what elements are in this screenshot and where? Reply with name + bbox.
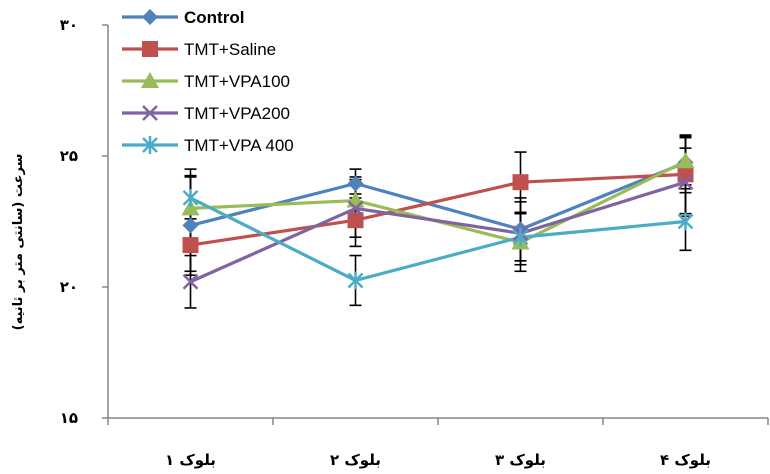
x-tick-label: بلوک ۱ bbox=[165, 451, 216, 469]
y-axis-label: سرعت (سانتی متر بر ثانیه) bbox=[11, 154, 26, 331]
y-tick-label: ۳۰ bbox=[60, 16, 78, 34]
y-tick-label: ۲۰ bbox=[60, 278, 78, 296]
axes bbox=[102, 24, 769, 425]
data-point bbox=[347, 175, 364, 192]
legend-item: TMT+VPA 400 bbox=[122, 136, 294, 155]
series-line-tmt-vpa200 bbox=[189, 180, 686, 284]
legend-label: TMT+Saline bbox=[184, 40, 276, 59]
data-point bbox=[182, 237, 199, 254]
x-tick-label: بلوک ۲ bbox=[330, 451, 381, 469]
legend-marker bbox=[142, 105, 158, 121]
y-tick-label: ۲۵ bbox=[60, 147, 78, 165]
data-point bbox=[182, 188, 199, 207]
data-point bbox=[347, 212, 364, 229]
series-line-tmt-saline bbox=[190, 172, 686, 247]
legend-marker bbox=[142, 9, 158, 25]
data-point bbox=[182, 217, 199, 234]
legend-marker bbox=[142, 136, 158, 154]
data-point bbox=[347, 200, 364, 217]
legend-item: Control bbox=[122, 8, 244, 27]
data-point bbox=[182, 273, 199, 290]
data-point bbox=[512, 228, 529, 247]
data-point bbox=[181, 199, 200, 216]
data-point bbox=[676, 152, 695, 169]
legend-item: TMT+Saline bbox=[122, 40, 276, 59]
y-tick-labels: ۳۰ ۲۵ ۲۰ ۱۵ bbox=[60, 16, 78, 427]
legend-label: TMT+VPA100 bbox=[184, 72, 290, 91]
y-tick-label: ۱۵ bbox=[60, 409, 78, 427]
legend-marker bbox=[142, 41, 158, 57]
legend-marker bbox=[141, 72, 159, 88]
x-tick-labels: بلوک ۱ بلوک ۲ بلوک ۳ بلوک ۴ bbox=[165, 451, 711, 469]
legend-label: Control bbox=[184, 8, 244, 27]
x-tick-label: بلوک ۴ bbox=[660, 451, 711, 469]
legend-item: TMT+VPA200 bbox=[122, 104, 290, 123]
data-point bbox=[677, 212, 694, 231]
data-point bbox=[347, 271, 364, 290]
legend-label: TMT+VPA200 bbox=[184, 104, 290, 123]
data-point bbox=[677, 166, 694, 183]
legend: Control TMT+Saline TMT+VPA100 TMT+VPA200 TMT… bbox=[122, 8, 294, 155]
data-point bbox=[512, 174, 529, 191]
legend-label: TMT+VPA 400 bbox=[184, 136, 294, 155]
series-markers bbox=[181, 152, 695, 290]
legend-item: TMT+VPA100 bbox=[122, 72, 290, 91]
data-point bbox=[677, 174, 694, 191]
series-line-tmt-vpa-400 bbox=[189, 196, 686, 283]
x-tick-label: بلوک ۳ bbox=[495, 451, 546, 469]
series-lines bbox=[189, 159, 687, 284]
